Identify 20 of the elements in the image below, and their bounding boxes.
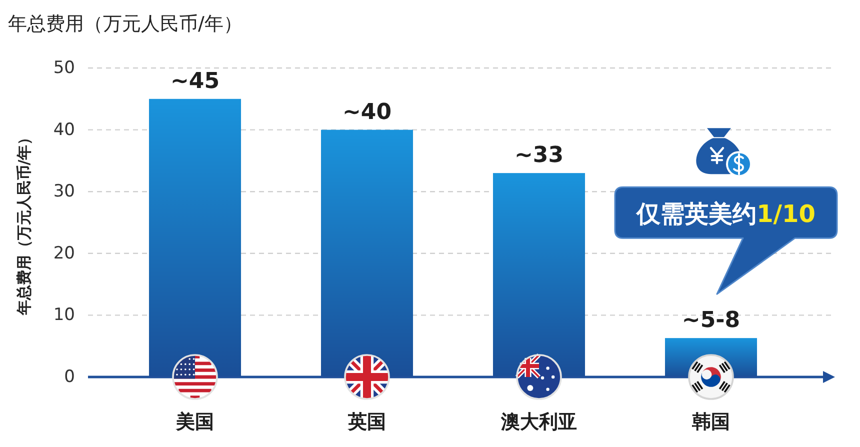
data-label: ~45 xyxy=(170,68,220,94)
y-tick-label: 0 xyxy=(64,367,75,387)
bar xyxy=(148,98,242,377)
y-tick-label: 10 xyxy=(53,305,75,326)
y-tick-label: 20 xyxy=(53,243,75,264)
bar xyxy=(492,173,586,377)
data-label: ~40 xyxy=(342,100,392,125)
y-tick-label: 30 xyxy=(53,182,75,202)
x-tick-label: 韩国 xyxy=(691,411,730,433)
data-label: ~5-8 xyxy=(682,308,740,334)
chart-title: 年总费用（万元人民币/年） xyxy=(8,13,242,35)
x-tick-label: 美国 xyxy=(175,411,214,433)
data-label: ~33 xyxy=(514,143,564,168)
y-axis-title: 年总费用（万元人民币/年） xyxy=(15,130,33,316)
x-tick-label: 英国 xyxy=(347,411,386,433)
y-tick-label: 50 xyxy=(53,58,75,78)
bar xyxy=(320,130,414,377)
x-tick-label: 澳大利亚 xyxy=(500,411,577,433)
annotation: 仅需英美约1/10 xyxy=(636,200,816,228)
y-tick-label: 40 xyxy=(53,120,75,140)
